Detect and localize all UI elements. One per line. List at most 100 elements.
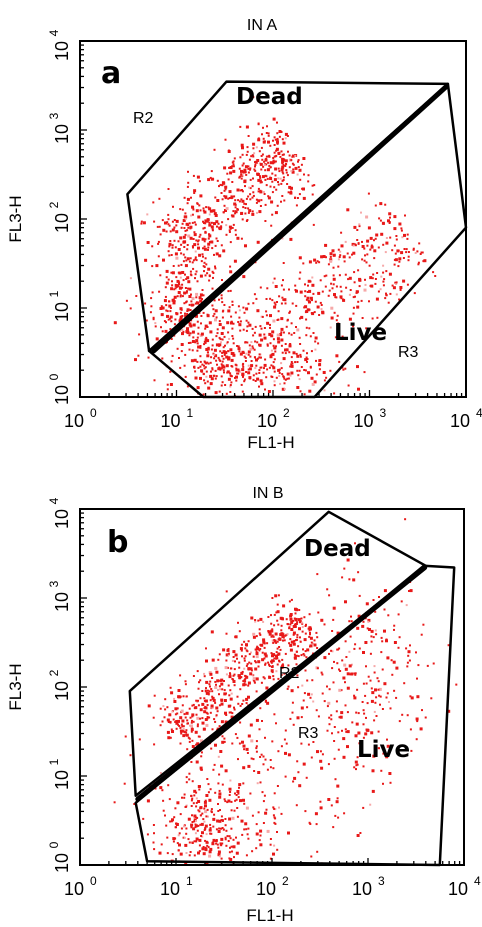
data-point: [282, 375, 285, 378]
data-point: [254, 160, 258, 164]
data-point: [194, 250, 197, 253]
data-point: [260, 155, 263, 157]
data-point: [271, 299, 274, 302]
data-point: [224, 195, 228, 199]
data-point: [405, 251, 408, 254]
data-point: [247, 837, 250, 840]
data-point: [346, 711, 349, 714]
data-point: [338, 716, 341, 719]
data-point: [206, 313, 209, 316]
data-point: [374, 237, 377, 240]
data-point: [217, 688, 219, 691]
data-point: [269, 161, 273, 165]
data-point: [200, 260, 203, 263]
data-point: [182, 240, 186, 244]
data-point: [362, 620, 365, 623]
data-point: [328, 289, 331, 292]
data-point: [351, 253, 353, 256]
data-point: [207, 362, 210, 365]
data-point: [249, 167, 252, 170]
data-point: [275, 657, 278, 660]
data-point: [391, 249, 394, 252]
data-point: [231, 304, 234, 306]
data-point: [236, 790, 240, 793]
data-point: [245, 352, 248, 355]
data-point: [230, 358, 234, 362]
data-point: [272, 157, 275, 159]
data-point: [227, 331, 230, 334]
data-point: [300, 617, 303, 620]
data-point: [247, 302, 250, 305]
data-point: [245, 828, 248, 831]
data-point: [275, 611, 278, 614]
data-point: [276, 610, 280, 614]
data-point: [420, 633, 423, 636]
panel-a-live-label: Live: [334, 320, 387, 346]
data-point: [395, 235, 398, 237]
data-point: [422, 260, 425, 263]
data-point: [303, 173, 305, 176]
data-point: [330, 718, 333, 721]
data-point: [262, 165, 265, 168]
data-point: [296, 716, 300, 720]
data-point: [257, 771, 261, 774]
data-point: [264, 663, 267, 666]
data-point: [182, 235, 186, 239]
data-point: [259, 175, 261, 178]
data-point: [294, 166, 298, 170]
data-point: [365, 327, 368, 330]
data-point: [218, 693, 220, 696]
data-point: [190, 724, 193, 728]
data-point: [259, 176, 262, 179]
data-point: [247, 734, 251, 738]
data-point: [342, 737, 346, 741]
data-point: [393, 689, 396, 692]
data-point: [255, 372, 258, 375]
data-point: [250, 669, 253, 672]
data-point: [271, 213, 274, 216]
data-point: [269, 323, 271, 326]
data-point: [330, 649, 333, 652]
data-point: [409, 644, 411, 647]
data-point: [169, 315, 173, 319]
data-point: [296, 674, 299, 677]
data-point: [199, 346, 202, 349]
data-point: [291, 711, 294, 714]
data-point: [188, 854, 191, 857]
data-point: [447, 709, 451, 713]
data-point: [217, 810, 220, 812]
data-point: [385, 294, 388, 297]
data-point: [315, 709, 318, 712]
data-point: [203, 226, 206, 229]
data-point: [242, 306, 245, 309]
data-point: [228, 166, 231, 169]
data-point: [216, 843, 219, 846]
data-point: [272, 641, 275, 644]
data-point: [276, 333, 280, 337]
data-point: [237, 369, 240, 372]
data-point: [344, 728, 347, 731]
data-point: [138, 738, 141, 741]
data-point: [234, 199, 237, 202]
data-point: [335, 800, 339, 804]
data-point: [250, 662, 253, 665]
data-point: [221, 740, 225, 744]
data-point: [247, 368, 250, 371]
data-point: [271, 172, 274, 175]
data-point: [269, 185, 272, 188]
data-point: [184, 353, 187, 356]
data-point: [269, 144, 272, 147]
data-point: [282, 262, 285, 264]
data-point: [173, 816, 176, 819]
data-point: [269, 838, 272, 840]
data-point: [308, 300, 311, 304]
data-point: [223, 689, 226, 692]
data-point: [313, 639, 316, 642]
data-point: [348, 256, 351, 259]
data-point: [252, 679, 255, 682]
data-point: [289, 623, 292, 626]
data-point: [221, 301, 224, 304]
data-point: [205, 206, 208, 209]
data-point: [259, 181, 262, 184]
data-point: [246, 150, 249, 153]
